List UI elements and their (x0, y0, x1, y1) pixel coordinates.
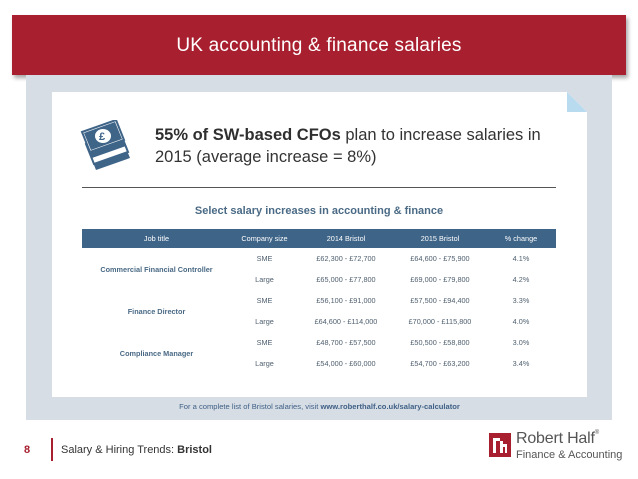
salary-2015-cell: £64,600 - £75,900 (410, 254, 470, 263)
divider (82, 187, 556, 188)
change-cell: 4.2% (512, 275, 530, 284)
svg-text:£: £ (99, 131, 105, 143)
logo-subtitle: Finance & Accounting (516, 449, 623, 461)
job-title-cell: Finance Director (127, 306, 186, 316)
report-title: Salary & Hiring Trends: Bristol (61, 444, 212, 456)
report-prefix: Salary & Hiring Trends: (61, 444, 178, 456)
size-cell: SME (256, 296, 273, 305)
size-cell: Large (255, 317, 274, 326)
salary-2014-cell: £64,600 - £114,000 (314, 317, 378, 326)
change-cell: 3.4% (512, 359, 530, 368)
salary-calculator-link[interactable]: www.roberthalf.co.uk/salary-calculator (320, 402, 460, 411)
salary-2015-cell: £50,500 - £58,800 (410, 338, 470, 347)
title-bar: UK accounting & finance salaries (12, 15, 626, 75)
table-title: Select salary increases in accounting & … (194, 205, 444, 217)
salary-2015-cell: £69,000 - £79,800 (410, 275, 470, 284)
salary-2015-cell: £57,500 - £94,400 (410, 296, 470, 305)
header-2015: 2015 Bristol (394, 229, 486, 248)
salary-2014-cell: £48,700 - £57,500 (316, 338, 376, 347)
size-cell: SME (256, 254, 273, 263)
change-cell: 4.1% (512, 254, 530, 263)
slide-title: UK accounting & finance salaries (176, 35, 462, 56)
table-row: Compliance Manager SME £48,700 - £57,500… (82, 332, 556, 358)
footer-divider (51, 438, 53, 461)
footnote-text: For a complete list of Bristol salaries,… (179, 402, 321, 411)
money-icon: £ (80, 120, 130, 170)
salary-2015-cell: £54,700 - £63,200 (410, 359, 470, 368)
header-company-size: Company size (231, 229, 298, 248)
page-number: 8 (24, 444, 31, 456)
salary-2014-cell: £54,000 - £60,000 (316, 359, 376, 368)
salary-2014-cell: £65,000 - £77,800 (316, 275, 376, 284)
header-2014: 2014 Bristol (298, 229, 394, 248)
headline-highlight: 55% of SW-based CFOs (155, 126, 341, 144)
salary-2014-cell: £62,300 - £72,700 (316, 254, 376, 263)
table-row: Finance Director SME £56,100 - £91,000 £… (82, 290, 556, 316)
page-corner-icon (567, 92, 587, 112)
table-header-row: Job title Company size 2014 Bristol 2015… (82, 229, 556, 248)
salary-table: Job title Company size 2014 Bristol 2015… (82, 229, 556, 374)
footnote: For a complete list of Bristol salaries,… (52, 402, 587, 411)
salary-2014-cell: £56,100 - £91,000 (316, 296, 376, 305)
registered-mark: ® (594, 430, 599, 436)
headline-text: plan to increase salaries in 2015 (avera… (155, 126, 541, 166)
change-cell: 3.3% (512, 296, 530, 305)
table-row: Large £65,000 - £77,800 £69,000 - £79,80… (82, 269, 556, 290)
change-cell: 4.0% (512, 317, 530, 326)
header-change: % change (486, 229, 556, 248)
logo-name: Robert Half® (516, 430, 599, 448)
headline: 55% of SW-based CFOs plan to increase sa… (155, 124, 575, 168)
table-row: Large £64,600 - £114,000 £70,000 - £115,… (82, 311, 556, 332)
table-row: Large £54,000 - £60,000 £54,700 - £63,20… (82, 353, 556, 374)
change-cell: 3.0% (512, 338, 530, 347)
job-title-cell: Commercial Financial Controller (100, 264, 213, 274)
job-title-cell: Compliance Manager (119, 348, 194, 358)
header-job-title: Job title (82, 229, 231, 248)
size-cell: Large (255, 275, 274, 284)
size-cell: Large (255, 359, 274, 368)
size-cell: SME (256, 338, 273, 347)
robert-half-logo-icon (489, 433, 511, 457)
report-city: Bristol (177, 444, 212, 456)
salary-2015-cell: £70,000 - £115,800 (408, 317, 472, 326)
logo-name-text: Robert Half (516, 430, 595, 447)
table-row: Commercial Financial Controller SME £62,… (82, 248, 556, 274)
